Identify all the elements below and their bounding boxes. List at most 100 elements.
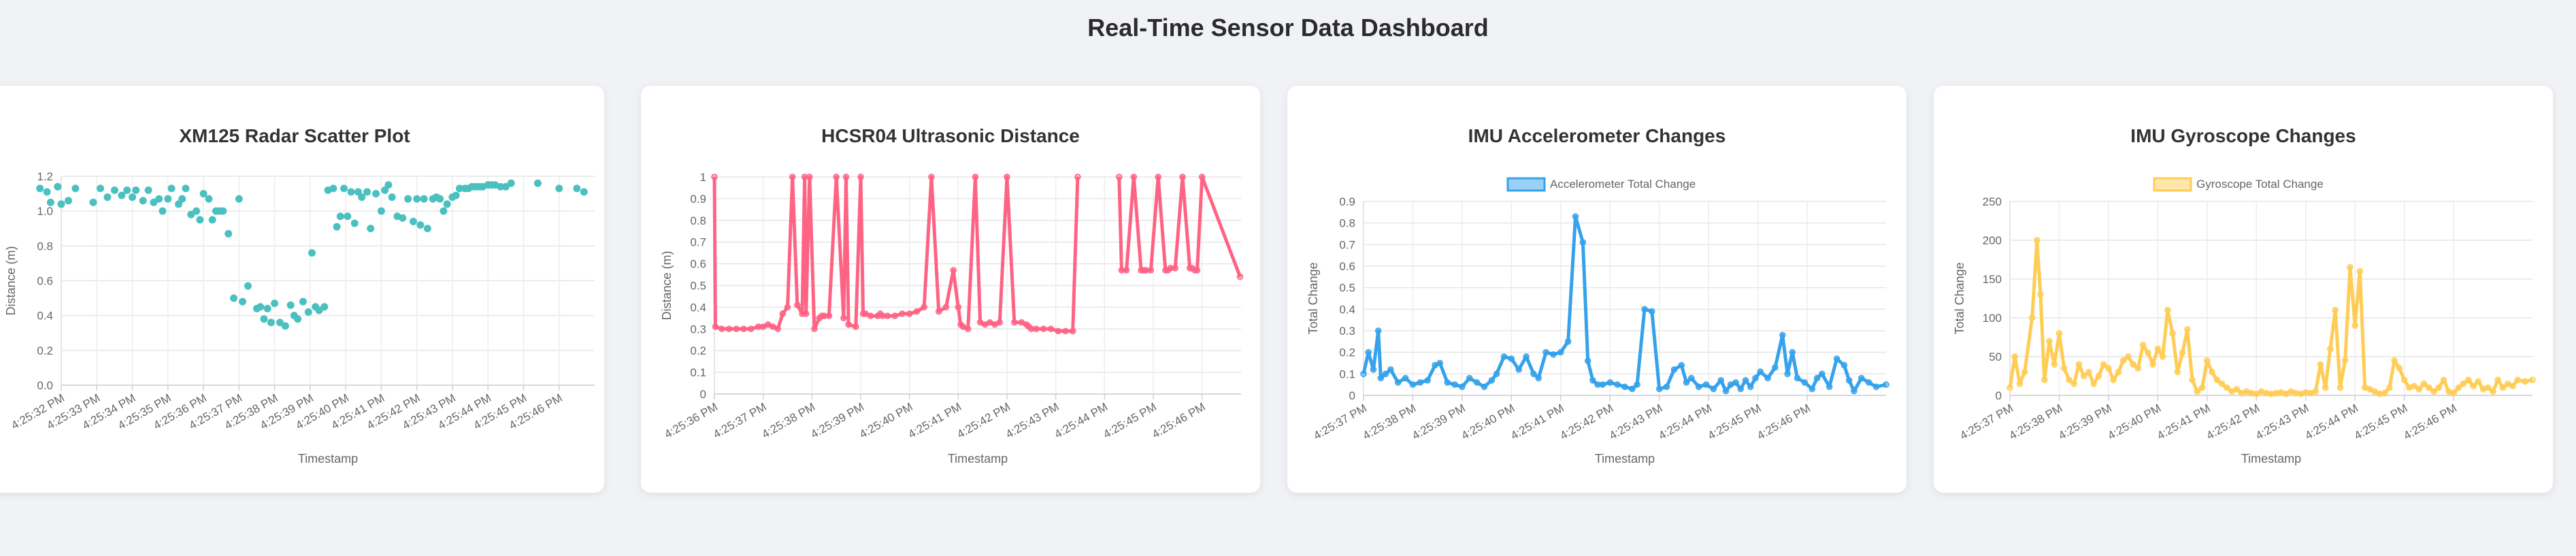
data-point (333, 223, 341, 231)
page-title: Real-Time Sensor Data Dashboard (1087, 14, 1489, 42)
data-point (1557, 348, 1564, 356)
radar-card: XM125 Radar Scatter Plot 0.0 0.2 0.4 0.6 0.8… (0, 86, 604, 493)
data-point (725, 325, 733, 333)
data-point (1717, 377, 1725, 384)
ultrasonic-chart-title: HCSR04 Ultrasonic Distance (821, 125, 1080, 146)
data-point (1732, 379, 1739, 386)
data-point (1688, 374, 1695, 382)
accelerometer-line-chart: 00.10.20.30.40.50.60.70.80.94:25:37 PM4:… (1306, 177, 1889, 465)
data-point (1702, 381, 1710, 388)
data-point (2041, 376, 2048, 383)
data-point (315, 306, 323, 314)
y-tick-label: 0.3 (1339, 325, 1355, 338)
data-point (110, 186, 118, 194)
data-point (2209, 369, 2215, 376)
data-point (174, 200, 182, 208)
data-point (2189, 376, 2196, 383)
data-point (1764, 374, 1771, 382)
y-tick-label: 0.6 (1339, 260, 1355, 273)
x-tick-label: 4:25:37 PM (1958, 402, 2015, 442)
x-tick-label: 4:25:44 PM (1053, 400, 1110, 441)
data-point (308, 249, 316, 257)
data-point (1417, 379, 1424, 386)
data-point (2514, 376, 2522, 383)
data-point (1621, 383, 1628, 391)
data-point (1801, 379, 1809, 386)
data-point (996, 318, 1003, 326)
data-point (1833, 355, 1840, 362)
x-tick-label: 4:25:45 PM (1706, 402, 1764, 442)
x-tick-label: 4:25:38 PM (1361, 402, 1419, 442)
y-tick-label: 0 (1996, 389, 2002, 402)
data-point (1589, 377, 1596, 384)
data-point (1130, 174, 1138, 180)
data-point (2336, 384, 2344, 391)
data-point (436, 195, 444, 203)
data-point (950, 267, 957, 274)
data-point (1236, 273, 1244, 280)
data-point (501, 182, 510, 191)
data-point (2139, 342, 2147, 348)
data-point (784, 304, 791, 311)
data-point (2440, 376, 2447, 383)
data-point (2115, 369, 2122, 376)
data-point (1459, 383, 1466, 391)
data-point (1193, 267, 1201, 274)
x-tick-label: 4:25:39 PM (2056, 402, 2114, 442)
data-point (1865, 379, 1872, 386)
data-point (1670, 366, 1678, 373)
data-point (139, 197, 147, 205)
data-point (845, 321, 852, 328)
data-point (789, 174, 796, 180)
data-point (1004, 174, 1010, 180)
data-point (740, 325, 747, 333)
data-point (2499, 384, 2507, 391)
data-point (1011, 318, 1018, 326)
y-tick-label: 0 (1349, 389, 1355, 402)
x-tick-label: 4:25:42 PM (1557, 402, 1615, 442)
data-point (2430, 388, 2437, 395)
data-point (2233, 386, 2241, 393)
data-point (884, 312, 891, 319)
data-point (199, 190, 208, 198)
x-tick-label: 4:25:39 PM (808, 400, 866, 441)
data-point (2184, 326, 2191, 333)
data-point (2224, 384, 2230, 391)
data-point (1826, 383, 1833, 391)
data-point (129, 193, 137, 201)
y-tick-label: 0.2 (37, 344, 53, 357)
y-tick-label: 0.5 (690, 280, 706, 293)
data-point (2356, 267, 2364, 275)
data-point (2105, 365, 2112, 372)
data-point (2179, 349, 2186, 357)
data-point (132, 186, 140, 194)
data-point (43, 188, 51, 196)
data-point (842, 174, 850, 180)
data-point (320, 303, 329, 311)
data-point (2016, 380, 2024, 387)
data-point (367, 225, 375, 233)
data-point (1394, 379, 1402, 386)
x-tick-label: 4:25:41 PM (2155, 402, 2213, 442)
data-point (2213, 376, 2221, 383)
data-point (1074, 174, 1081, 180)
data-point (354, 188, 362, 196)
y-tick-label: 0.9 (690, 193, 706, 206)
data-point (802, 310, 810, 317)
data-point (891, 312, 898, 319)
data-point (271, 299, 279, 308)
y-tick-label: 0.4 (690, 301, 706, 314)
y-tick-label: 50 (1989, 350, 2002, 363)
data-point (443, 200, 451, 208)
data-point (57, 200, 65, 208)
data-point (399, 214, 407, 222)
data-point (1155, 174, 1161, 180)
data-point (2174, 369, 2181, 376)
data-point (1508, 355, 1515, 362)
x-tick-label: 4:25:45 PM (1101, 400, 1159, 441)
data-point (2051, 361, 2058, 368)
data-point (1710, 385, 1717, 393)
data-point (779, 310, 787, 317)
data-point (229, 294, 237, 302)
data-point (1579, 239, 1587, 246)
